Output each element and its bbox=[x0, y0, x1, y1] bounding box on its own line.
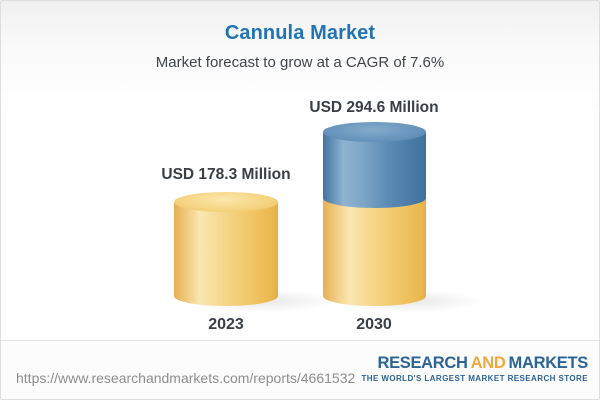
bar-2023-cylinder-body bbox=[174, 202, 278, 296]
bar-value-label-2030: USD 294.6 Million bbox=[309, 99, 439, 116]
bar-value-label-2023: USD 178.3 Million bbox=[161, 166, 291, 183]
footer: https://www.researchandmarkets.com/repor… bbox=[1, 341, 599, 399]
page-title: Cannula Market bbox=[224, 22, 376, 44]
logo-wordmark: RESEARCH AND MARKETS bbox=[361, 355, 588, 372]
category-label-2030: 2030 bbox=[356, 316, 392, 333]
bar-2030-blue-segment-body bbox=[323, 132, 426, 198]
research-and-markets-logo: RESEARCH AND MARKETS THE WORLD'S LARGEST M… bbox=[361, 355, 588, 383]
bar-2030-blue-segment-top bbox=[323, 122, 426, 142]
logo-word-markets: MARKETS bbox=[508, 354, 589, 372]
logo-tagline: THE WORLD'S LARGEST MARKET RESEARCH STOR… bbox=[361, 373, 588, 383]
report-url-text: https://www.researchandmarkets.com/repor… bbox=[16, 370, 356, 386]
logo-word-and: AND bbox=[470, 354, 506, 372]
bar-2023-cylinder-top bbox=[174, 192, 278, 212]
category-label-2023: 2023 bbox=[208, 316, 244, 333]
footer-divider bbox=[1, 340, 599, 341]
logo-word-research: RESEARCH bbox=[377, 354, 468, 372]
page-subtitle: Market forecast to grow at a CAGR of 7.6… bbox=[155, 54, 445, 71]
bar-2030-yellow-segment-body bbox=[323, 198, 426, 296]
